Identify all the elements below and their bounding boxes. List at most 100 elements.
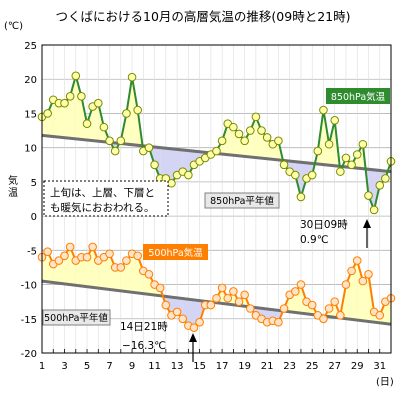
data-point <box>257 126 266 135</box>
data-point <box>71 71 81 81</box>
y-tick-label: -15 <box>21 315 37 326</box>
data-point <box>144 143 154 152</box>
data-point <box>195 317 204 327</box>
data-point <box>184 170 193 180</box>
arrow-14-head <box>189 333 197 342</box>
anomaly-fill-segment <box>160 147 166 179</box>
anomaly-fill-segment <box>351 260 358 321</box>
anomaly-fill-segment <box>92 103 99 142</box>
x-tick-label: 5 <box>84 361 90 372</box>
x-tick-label: 13 <box>171 361 184 372</box>
data-point <box>352 256 362 265</box>
data-point <box>212 146 221 156</box>
data-point <box>274 136 283 146</box>
anomaly-fill-segment <box>250 116 256 158</box>
data-point <box>262 133 272 142</box>
data-point <box>369 205 379 215</box>
data-point <box>324 304 334 313</box>
data-point <box>352 150 362 159</box>
data-point <box>347 160 356 170</box>
data-point <box>245 126 255 135</box>
data-point <box>347 266 356 276</box>
chart-title: つくばにおける10月の高層気温の推移(09時と21時) <box>56 9 351 24</box>
data-point <box>93 98 103 108</box>
data-point <box>336 167 345 176</box>
data-point <box>291 170 300 180</box>
note-box <box>43 180 169 217</box>
label-850: 850hPa気温 <box>331 91 386 103</box>
data-point <box>116 263 126 272</box>
data-point <box>375 181 385 190</box>
x-unit-label: (日) <box>376 377 394 388</box>
y-unit-label: (℃) <box>4 21 23 32</box>
anomaly-fill-segment <box>98 257 104 289</box>
label-500-normal: 500hPa平年値 <box>44 312 108 324</box>
data-point <box>319 314 328 324</box>
label-500: 500hPa気温 <box>148 247 203 259</box>
data-point <box>336 311 345 320</box>
normal-line <box>41 279 392 326</box>
data-point <box>217 283 227 293</box>
x-tick-label: 1 <box>39 361 45 372</box>
x-tick-label: 21 <box>261 361 274 372</box>
note-line-2: も暖気におおわれる。 <box>50 201 154 214</box>
data-point <box>375 311 385 320</box>
data-point <box>358 139 368 149</box>
data-point <box>105 249 114 259</box>
y-axis-title-char-1: 気 <box>8 174 18 187</box>
data-point <box>234 297 244 306</box>
x-tick-label: 27 <box>328 361 341 372</box>
anomaly-fill-segment <box>357 260 363 321</box>
x-tick-label: 9 <box>129 361 135 372</box>
data-point <box>206 300 216 310</box>
x-tick-label: 19 <box>238 361 251 372</box>
x-tick-label: 7 <box>106 361 112 372</box>
annotation-14-line-1: 14日21時 <box>120 321 168 333</box>
y-tick-label: 20 <box>24 75 37 86</box>
anomaly-fill-segment <box>115 267 121 291</box>
anomaly-fill-segment <box>109 253 116 291</box>
data-point <box>296 192 306 202</box>
data-point <box>251 112 261 122</box>
x-tick-label: 17 <box>216 361 229 372</box>
data-point <box>161 300 171 310</box>
data-point <box>133 105 142 115</box>
y-tick-label: 10 <box>24 144 37 155</box>
data-point <box>133 251 142 261</box>
data-point <box>167 178 176 188</box>
data-point <box>60 251 69 261</box>
data-point <box>172 307 182 317</box>
series-markers <box>37 71 396 332</box>
data-point <box>88 242 97 252</box>
data-point <box>279 304 289 313</box>
data-point <box>364 269 373 279</box>
data-point <box>60 98 69 108</box>
data-point <box>155 283 165 293</box>
data-point <box>240 136 249 146</box>
x-tick-label: 29 <box>351 361 364 372</box>
data-point <box>116 136 126 146</box>
anomaly-fill-segment <box>137 255 144 294</box>
data-point <box>240 290 249 300</box>
label-850-normal: 850hPa平年値 <box>210 195 274 207</box>
data-point <box>122 256 131 265</box>
anomaly-fill-segment <box>227 123 234 156</box>
data-point <box>122 109 131 118</box>
data-point <box>319 105 328 115</box>
anomaly-fill-segment <box>368 169 375 210</box>
data-point <box>43 247 52 257</box>
data-point <box>99 122 109 132</box>
y-axis-title-char-2: 温 <box>8 187 18 199</box>
data-point <box>189 323 199 332</box>
data-point <box>341 280 351 289</box>
data-point <box>212 293 221 303</box>
x-tick-label: 31 <box>373 361 386 372</box>
data-point <box>77 92 86 101</box>
y-tick-label: -10 <box>21 281 37 292</box>
data-point <box>82 119 92 129</box>
y-tick-label: -20 <box>21 349 37 360</box>
anomaly-fill-segment <box>188 299 194 328</box>
annotation-14-line-2: −16.3℃ <box>122 340 166 352</box>
data-point <box>341 153 351 163</box>
data-point <box>296 280 306 289</box>
